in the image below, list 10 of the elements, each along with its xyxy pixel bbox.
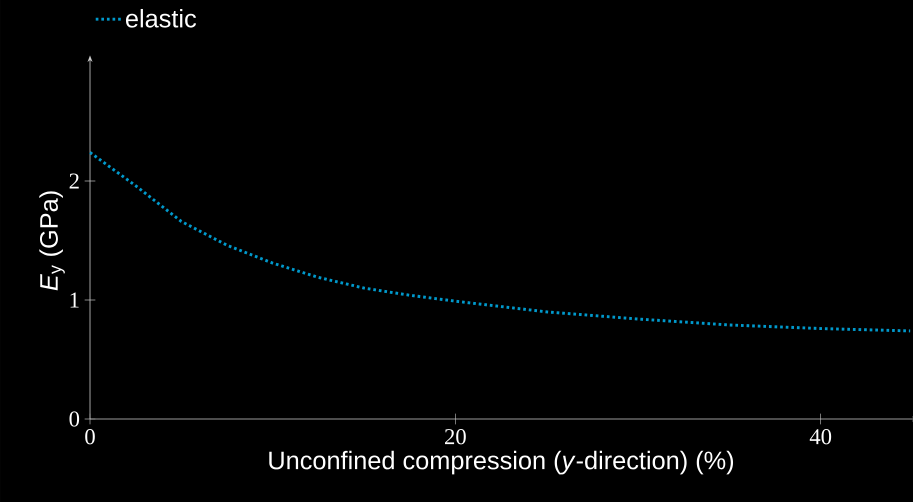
x-tick-label: 0	[85, 429, 95, 444]
y-axis-title: E$_{y}$ (GPa)	[39, 191, 65, 290]
x-tick-label: 20	[445, 429, 466, 444]
x-axis-title: Unconfined compression (y-direction) (%)	[269, 450, 734, 474]
y-tick-label: 2	[70, 173, 79, 188]
legend-label: elastic	[126, 8, 196, 28]
y-tick-label: 1	[70, 292, 79, 308]
x-tick-label: 40	[810, 429, 832, 444]
y-tick-label: 0	[69, 411, 80, 427]
line-series	[88, 150, 912, 332]
